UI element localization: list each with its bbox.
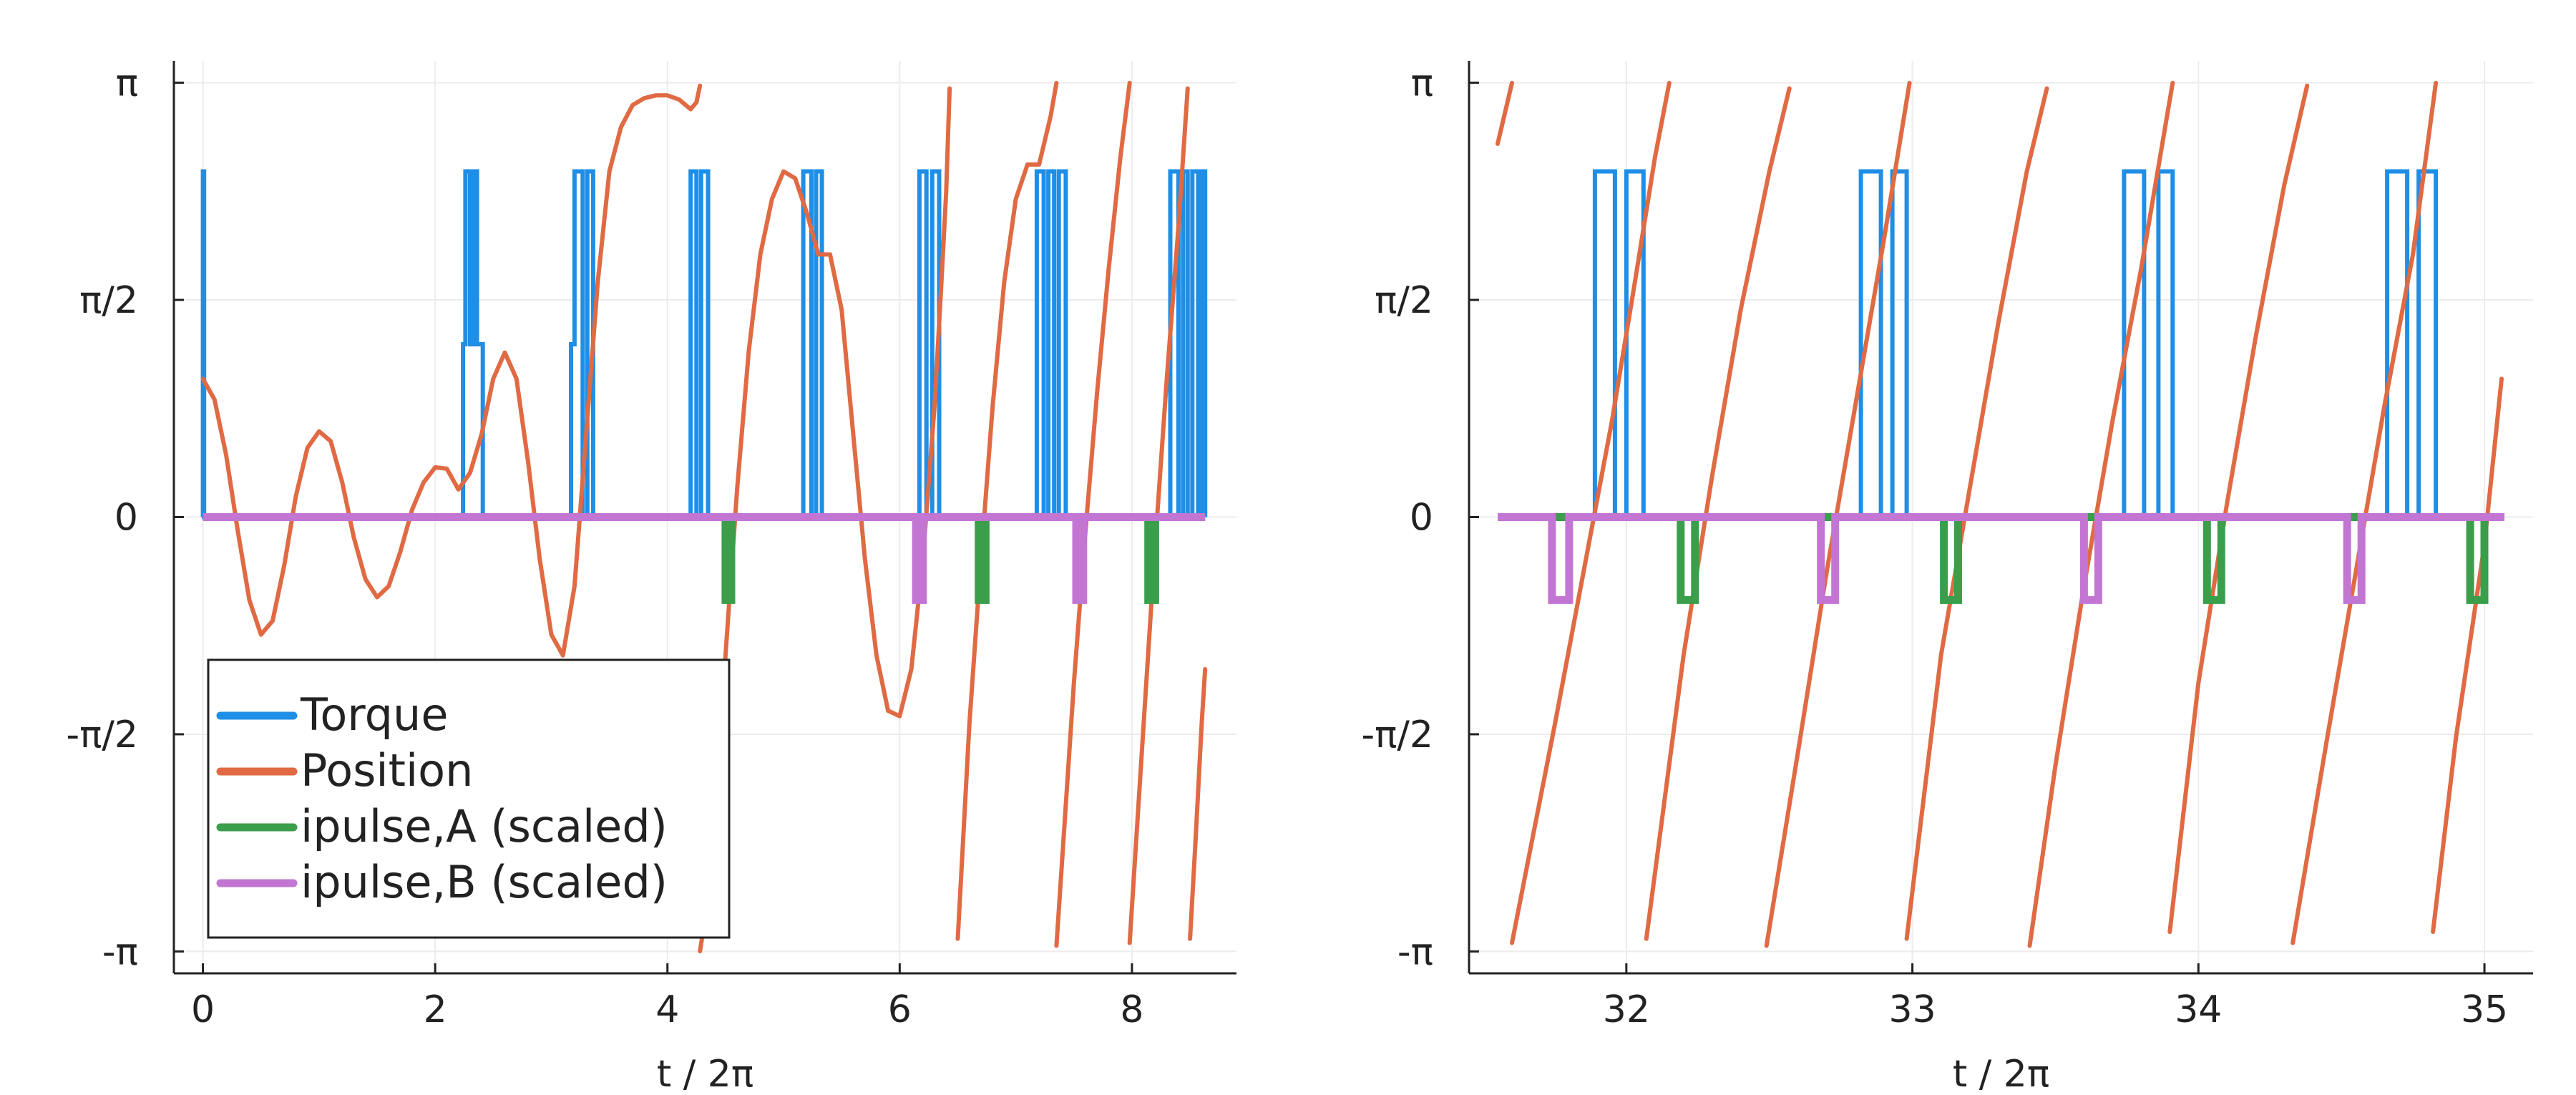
x-tick-label: 8	[1120, 988, 1143, 1031]
x-tick-label: 2	[424, 988, 447, 1031]
y-tick-label: π/2	[79, 279, 138, 322]
series-line-position	[200, 83, 703, 658]
x-tick-label: 33	[1888, 988, 1936, 1031]
legend-box	[207, 658, 731, 939]
y-tick-label: -π	[1397, 930, 1433, 973]
series-line-position	[2167, 83, 2310, 934]
y-tick-label: π	[116, 62, 138, 105]
series-ipulse-b-scaled	[1498, 513, 2504, 604]
y-tick-label: -π/2	[66, 714, 138, 756]
series-line-position	[1127, 86, 1190, 945]
y-tick-label: 0	[114, 497, 138, 540]
y-tick-label: π/2	[1375, 279, 1433, 322]
series-line-position	[1188, 667, 1208, 941]
x-tick-label: 4	[655, 988, 679, 1031]
legend-label-ipulse-a-scaled: ipulse,A (scaled)	[301, 800, 668, 852]
series-line-ipulse-b-scaled	[1498, 513, 2504, 604]
series-line-position	[1644, 86, 1792, 941]
y-tick-label: -π	[102, 930, 138, 973]
legend-label-torque: Torque	[300, 688, 448, 741]
series-line-position	[1054, 80, 1132, 948]
series-line-torque	[1498, 169, 2504, 520]
series-line-position	[2290, 80, 2439, 945]
legend-label-position: Position	[301, 744, 473, 797]
series-ipulse-b-scaled	[203, 513, 1206, 604]
y-tick-label: π	[1411, 62, 1433, 105]
series-line-position	[2027, 80, 2175, 948]
series-line-position	[1510, 80, 1672, 945]
series-ipulse-a-scaled	[203, 513, 1206, 604]
series-line-position	[1496, 80, 1514, 146]
series-torque	[1498, 169, 2504, 520]
x-tick-label: 35	[2461, 988, 2508, 1031]
x-axis-label: t / 2π	[657, 1053, 753, 1095]
series-torque	[200, 169, 1208, 520]
x-tick-label: 6	[888, 988, 912, 1031]
series-line-position	[955, 80, 1059, 941]
right-panel: 32 33 34 35 -π -π/2 0 π/2 π t / 2π	[1361, 61, 2533, 1095]
series-line-torque	[200, 169, 1208, 520]
x-tick-label: 34	[2175, 988, 2222, 1031]
series-position	[1496, 80, 2504, 948]
y-tick-label: 0	[1410, 497, 1433, 540]
left-panel: 0 2 4 6 8 -π -π/2 0 π/2 π t / 2π	[66, 61, 1236, 1095]
x-tick-label: 32	[1603, 988, 1650, 1031]
series-line-ipulse-a-scaled	[203, 513, 1206, 604]
x-tick-label: 0	[191, 988, 215, 1031]
x-axis-label: t / 2π	[1953, 1053, 2049, 1095]
series-line-position	[1904, 86, 2049, 941]
series-line-position	[2431, 376, 2504, 934]
y-tick-label: -π/2	[1361, 714, 1433, 756]
series-line-ipulse-b-scaled	[203, 513, 1206, 604]
legend-label-ipulse-b-scaled: ipulse,B (scaled)	[301, 856, 668, 908]
series-line-position	[1764, 80, 1912, 948]
